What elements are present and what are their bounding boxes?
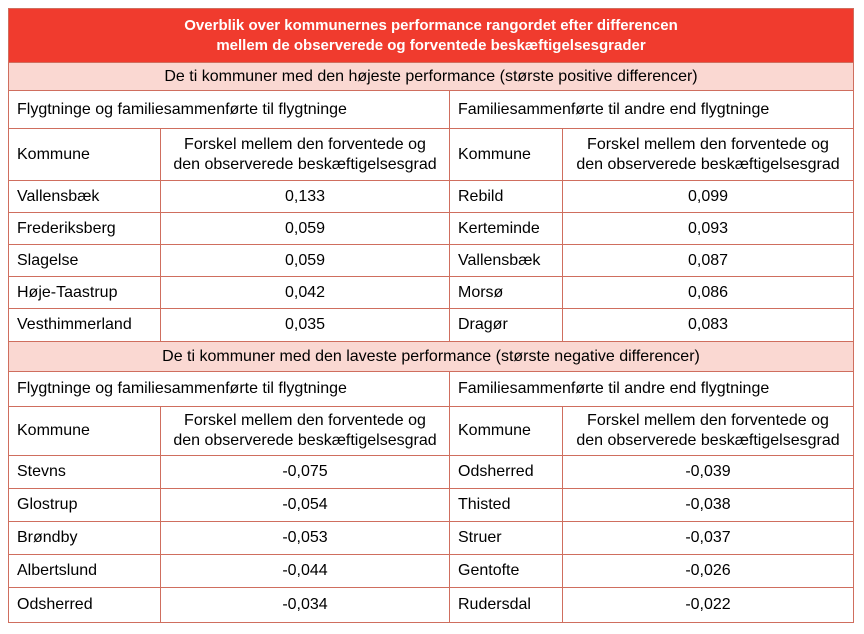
kommune-cell: Brøndby — [9, 522, 161, 555]
table-title-line2: mellem de observerede og forventede besk… — [216, 36, 646, 54]
kommune-cell: Frederiksberg — [9, 213, 161, 245]
kommune-cell: Odsherred — [450, 456, 563, 489]
kommune-cell: Morsø — [450, 277, 563, 309]
column-header-kommune: Kommune — [9, 407, 161, 456]
column-header-kommune: Kommune — [450, 407, 563, 456]
value-cell: 0,099 — [563, 181, 853, 213]
kommune-cell: Glostrup — [9, 489, 161, 522]
value-cell: -0,044 — [161, 555, 450, 588]
group-header-family-reunified: Familiesammenførte til andre end flygtni… — [450, 372, 853, 407]
table-grid: De ti kommuner med den højeste performan… — [9, 63, 853, 622]
column-header-kommune: Kommune — [450, 129, 563, 181]
value-cell: -0,038 — [563, 489, 853, 522]
column-header-difference-line2: den observerede beskæftigelsesgrad — [173, 155, 437, 173]
value-cell: -0,053 — [161, 522, 450, 555]
column-header-difference: Forskel mellem den forventede og den obs… — [563, 129, 853, 181]
section-banner-lowest: De ti kommuner med den laveste performan… — [9, 342, 853, 372]
kommune-cell: Odsherred — [9, 588, 161, 622]
column-header-difference-line1: Forskel mellem den forventede og — [587, 412, 829, 429]
value-cell: -0,022 — [563, 588, 853, 622]
value-cell: 0,059 — [161, 245, 450, 277]
kommune-cell: Rebild — [450, 181, 563, 213]
kommune-cell: Thisted — [450, 489, 563, 522]
column-header-difference-line2: den observerede beskæftigelsesgrad — [173, 432, 437, 449]
value-cell: 0,035 — [161, 309, 450, 342]
column-header-difference-line2: den observerede beskæftigelsesgrad — [576, 432, 840, 449]
value-cell: 0,042 — [161, 277, 450, 309]
kommune-cell: Vallensbæk — [9, 181, 161, 213]
group-header-refugees: Flygtninge og familiesammenførte til fly… — [9, 91, 450, 129]
kommune-cell: Slagelse — [9, 245, 161, 277]
value-cell: 0,083 — [563, 309, 853, 342]
section-banner-highest: De ti kommuner med den højeste performan… — [9, 63, 853, 91]
value-cell: -0,039 — [563, 456, 853, 489]
value-cell: -0,054 — [161, 489, 450, 522]
kommune-cell: Høje-Taastrup — [9, 277, 161, 309]
kommune-cell: Albertslund — [9, 555, 161, 588]
group-header-refugees: Flygtninge og familiesammenførte til fly… — [9, 372, 450, 407]
value-cell: -0,026 — [563, 555, 853, 588]
value-cell: 0,087 — [563, 245, 853, 277]
kommune-cell: Stevns — [9, 456, 161, 489]
value-cell: 0,059 — [161, 213, 450, 245]
column-header-difference: Forskel mellem den forventede og den obs… — [563, 407, 853, 456]
value-cell: 0,093 — [563, 213, 853, 245]
column-header-difference-line1: Forskel mellem den forventede og — [184, 412, 426, 429]
column-header-difference-line2: den observerede beskæftigelsesgrad — [576, 155, 840, 173]
kommune-cell: Gentofte — [450, 555, 563, 588]
kommune-cell: Dragør — [450, 309, 563, 342]
kommune-cell: Vesthimmerland — [9, 309, 161, 342]
kommune-cell: Vallensbæk — [450, 245, 563, 277]
group-header-family-reunified: Familiesammenførte til andre end flygtni… — [450, 91, 853, 129]
column-header-difference: Forskel mellem den forventede og den obs… — [161, 129, 450, 181]
table-title: Overblik over kommunernes performance ra… — [9, 9, 853, 63]
kommune-cell: Struer — [450, 522, 563, 555]
column-header-difference-line1: Forskel mellem den forventede og — [587, 135, 829, 153]
value-cell: -0,034 — [161, 588, 450, 622]
column-header-difference-line1: Forskel mellem den forventede og — [184, 135, 426, 153]
column-header-kommune: Kommune — [9, 129, 161, 181]
table-title-line1: Overblik over kommunernes performance ra… — [184, 16, 678, 34]
performance-table: Overblik over kommunernes performance ra… — [8, 8, 854, 623]
value-cell: 0,086 — [563, 277, 853, 309]
kommune-cell: Rudersdal — [450, 588, 563, 622]
value-cell: 0,133 — [161, 181, 450, 213]
column-header-difference: Forskel mellem den forventede og den obs… — [161, 407, 450, 456]
value-cell: -0,075 — [161, 456, 450, 489]
value-cell: -0,037 — [563, 522, 853, 555]
kommune-cell: Kerteminde — [450, 213, 563, 245]
